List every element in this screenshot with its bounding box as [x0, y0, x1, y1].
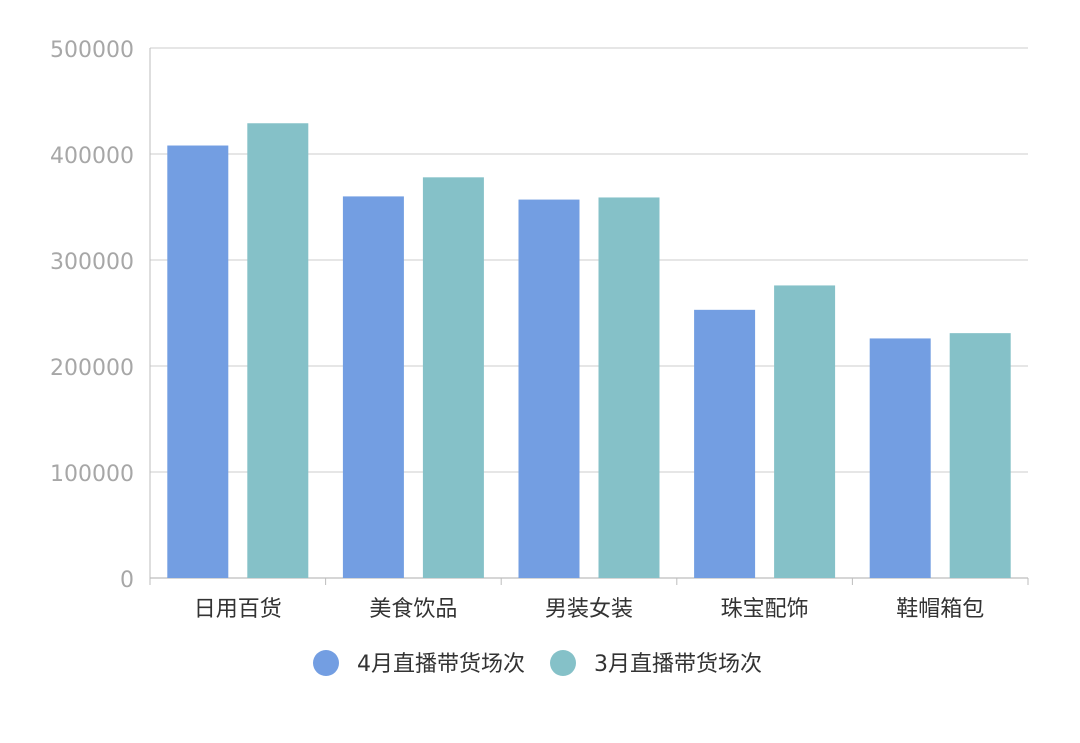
x-tick-label: 鞋帽箱包 [896, 597, 984, 622]
y-tick-label: 400000 [50, 144, 134, 169]
bar-2-2 [422, 177, 484, 578]
bar-2-3 [598, 197, 660, 578]
legend-swatch[interactable] [550, 650, 576, 676]
y-tick-label: 100000 [50, 462, 134, 487]
x-tick-label: 男装女装 [545, 597, 633, 622]
legend[interactable]: 4月直播带货场次 3月直播带货场次 [313, 650, 762, 677]
legend-swatch[interactable] [313, 650, 339, 676]
legend-item-1[interactable]: 4月直播带货场次 [313, 650, 525, 677]
bar-2-1 [247, 123, 309, 578]
bar-series [167, 123, 1011, 578]
bar-1-5 [869, 338, 931, 578]
legend-label[interactable]: 4月直播带货场次 [357, 652, 525, 677]
legend-item-2[interactable]: 3月直播带货场次 [550, 650, 762, 677]
bar-1-4 [694, 309, 756, 578]
bar-1-3 [518, 199, 580, 578]
x-tick-label: 美食饮品 [369, 597, 457, 622]
y-tick-label: 200000 [50, 356, 134, 381]
bar-2-5 [949, 333, 1011, 578]
y-tick-label: 0 [120, 568, 134, 593]
legend-label[interactable]: 3月直播带货场次 [594, 652, 762, 677]
y-tick-label: 300000 [50, 250, 134, 275]
y-tick-label: 500000 [50, 38, 134, 63]
bar-2-4 [774, 285, 836, 578]
x-tick-label: 珠宝配饰 [721, 597, 809, 622]
bar-1-1 [167, 145, 229, 578]
tick-labels: 0 100000 200000 300000 400000 500000 日用百货 美食饮品 男… [50, 38, 984, 622]
bar-1-2 [342, 196, 404, 578]
x-tick-label: 日用百货 [194, 597, 282, 622]
